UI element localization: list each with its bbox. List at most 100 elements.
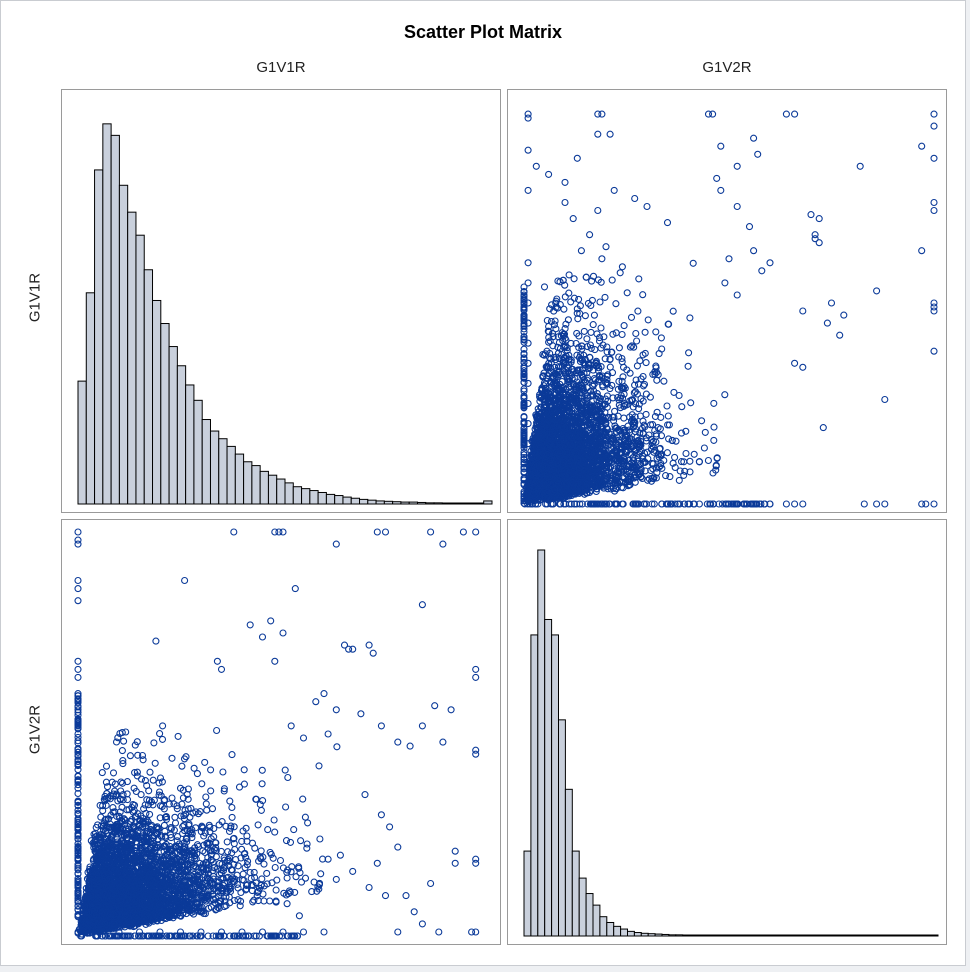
scatter-top-right-point-146 xyxy=(686,468,694,476)
scatter-top-right-point-355 xyxy=(676,467,684,475)
scatter-bottom-left-point-333 xyxy=(284,773,292,782)
scatter-top-right-point-3789 xyxy=(558,422,566,430)
scatter-top-right-point-3723 xyxy=(535,425,543,433)
scatter-top-right-point-4043 xyxy=(881,500,889,508)
scatter-top-right-point-3628 xyxy=(617,483,626,491)
scatter-top-right-point-4092 xyxy=(713,174,721,182)
scatter-top-right-point-4124 xyxy=(610,186,618,194)
scatter-top-right-point-4026 xyxy=(520,373,528,381)
scatter-top-right-point-2968 xyxy=(574,315,582,323)
scatter-top-right-point-3556 xyxy=(617,384,625,392)
scatter-top-right-point-1645 xyxy=(559,276,567,284)
scatter-top-right-point-4110 xyxy=(602,243,610,251)
scatter-top-right-point-3515 xyxy=(590,375,598,383)
scatter-top-right-point-4132 xyxy=(524,259,532,267)
scatter-top-right-point-4014 xyxy=(520,455,528,463)
scatter-top-right-point-1706 xyxy=(642,410,650,418)
scatter-top-right-point-3135 xyxy=(554,394,562,403)
scatter-top-right-point-3709 xyxy=(574,482,582,490)
scatter-top-right-point-3718 xyxy=(583,475,591,483)
scatter-top-right-point-4003 xyxy=(612,500,620,508)
scatter-top-right-point-2059 xyxy=(638,452,647,460)
scatter-top-right-point-3565 xyxy=(535,408,543,416)
scatter-top-right-point-2795 xyxy=(649,370,657,378)
scatter-top-right-point-4039 xyxy=(556,500,564,508)
scatter-top-right-point-3624 xyxy=(612,479,620,487)
scatter-top-right-point-3734 xyxy=(558,472,566,480)
scatter-top-right-point-4085 xyxy=(704,110,713,118)
scatter-top-right-point-3284 xyxy=(629,454,637,462)
hist-g1v1r-bar-28 xyxy=(309,490,319,505)
scatter-top-right-point-4130 xyxy=(524,299,532,307)
scatter-top-right-point-1586 xyxy=(682,427,690,435)
scatter-top-right-point-4001 xyxy=(690,500,698,508)
scatter-top-right-point-609 xyxy=(652,328,660,336)
scatter-top-right-point-3213 xyxy=(598,374,606,382)
scatter-top-right-point-1036 xyxy=(545,338,553,346)
scatter-top-right-point-2948 xyxy=(639,372,647,381)
scatter-top-right-point-3965 xyxy=(560,500,568,508)
scatter-top-right-point-4104 xyxy=(524,186,532,194)
scatter-top-right-point-433 xyxy=(698,417,706,425)
scatter-top-right-point-3601 xyxy=(537,429,545,437)
scatter-top-right-point-3793 xyxy=(546,459,554,467)
scatter-top-right-point-3666 xyxy=(627,313,636,321)
scatter-top-right-point-3618 xyxy=(630,389,638,397)
scatter-top-right-point-3368 xyxy=(560,305,568,313)
scatter-top-right-point-202 xyxy=(672,437,680,445)
scatter-top-right-point-1292 xyxy=(593,330,601,338)
scatter-top-right-point-3795 xyxy=(563,448,571,456)
scatter-top-right-point-3846 xyxy=(520,453,528,462)
scatter-top-right-point-4120 xyxy=(553,295,561,303)
scatter-top-right-point-3258 xyxy=(637,441,645,449)
scatter-top-right-point-3372 xyxy=(565,452,573,461)
scatter-top-right-point-3217 xyxy=(590,380,598,388)
scatter-top-right-point-2364 xyxy=(554,277,562,285)
scatter-top-right-point-3077 xyxy=(581,378,589,386)
hist-g1v1r-bar-15 xyxy=(201,419,211,505)
scatter-top-right-point-3773 xyxy=(540,475,548,484)
scatter-top-right-point-3999 xyxy=(650,500,658,508)
scatter-top-right-point-3483 xyxy=(622,479,630,487)
scatter-top-right-point-2837 xyxy=(644,316,652,324)
scatter-bottom-left-point-600 xyxy=(283,874,291,882)
scatter-top-right-point-2684 xyxy=(647,421,655,429)
scatter-bottom-left-point-546 xyxy=(155,779,163,787)
scatter-top-right-point-3109 xyxy=(556,363,564,371)
scatter-top-right-point-2720 xyxy=(657,334,665,342)
scatter-top-right-point-2860 xyxy=(677,458,686,466)
scatter-top-right-point-4074 xyxy=(811,235,819,243)
scatter-top-right-point-3413 xyxy=(655,463,663,471)
scatter-top-right-point-3633 xyxy=(624,446,632,454)
scatter-top-right-point-2344 xyxy=(633,390,641,398)
hist-g1v1r-bar-1 xyxy=(85,292,96,505)
scatter-top-right-point-4125 xyxy=(594,206,602,215)
scatter-top-right-point-3087 xyxy=(654,450,662,458)
scatter-top-right-point-2227 xyxy=(687,399,695,407)
scatter-top-right-point-3783 xyxy=(562,336,570,344)
scatter-top-right-point-3341 xyxy=(552,397,560,405)
scatter-top-right-point-3644 xyxy=(645,475,653,483)
scatter-top-right-point-4034 xyxy=(520,371,528,379)
scatter-top-right-point-4126 xyxy=(524,379,532,387)
scatter-top-right-point-3130 xyxy=(551,317,559,325)
hist-g1v1r-bar-38 xyxy=(392,501,402,505)
scatter-top-right-point-2864 xyxy=(631,428,639,436)
scatter-top-right-point-3328 xyxy=(557,476,565,484)
scatter-top-right-point-3505 xyxy=(586,353,594,361)
scatter-top-right-point-4019 xyxy=(588,500,596,508)
scatter-top-right-point-1581 xyxy=(561,281,569,289)
scatter-top-right-point-2753 xyxy=(604,414,612,422)
scatter-bottom-left-point-602 xyxy=(138,751,147,760)
scatter-top-right-point-4020 xyxy=(520,294,528,303)
hist-g1v1r-bar-8 xyxy=(143,269,154,505)
scatter-top-right-point-3941 xyxy=(695,500,703,508)
scatter-top-right-point-1032 xyxy=(649,460,657,468)
scatter-top-right-point-4129 xyxy=(524,319,532,327)
scatter-top-right-point-4038 xyxy=(520,468,528,476)
scatter-top-right-point-3939 xyxy=(635,500,643,508)
scatter-top-right-point-3446 xyxy=(592,426,600,434)
scatter-top-right-point-4063 xyxy=(930,110,938,118)
scatter-top-right-point-4103 xyxy=(532,162,540,170)
scatter-top-right-point-2166 xyxy=(658,345,666,353)
